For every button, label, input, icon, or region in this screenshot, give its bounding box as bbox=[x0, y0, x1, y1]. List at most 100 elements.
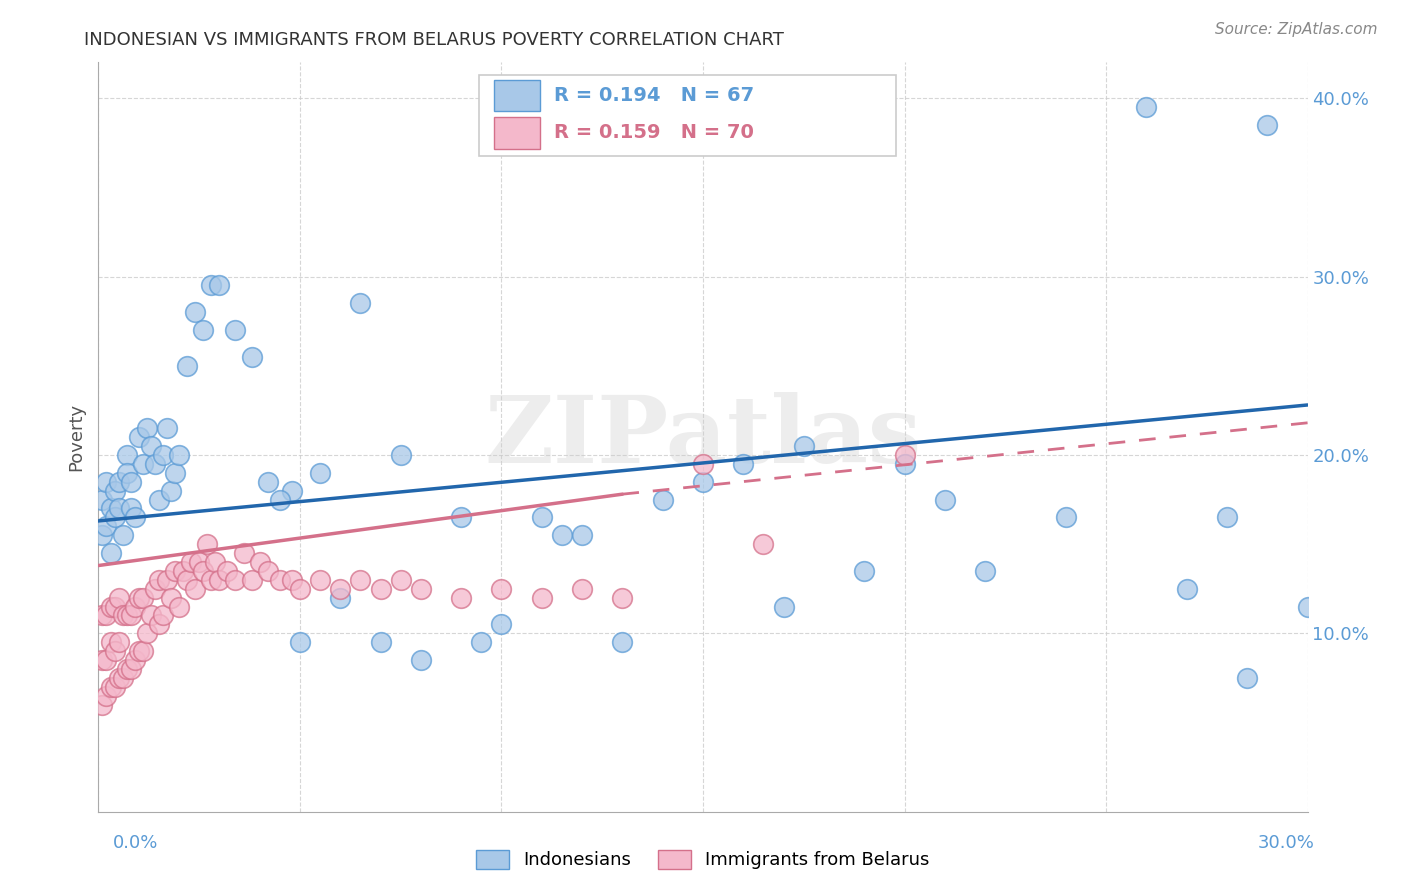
Point bbox=[208, 278, 231, 293]
Point bbox=[224, 573, 246, 587]
Point bbox=[143, 582, 166, 596]
Point bbox=[103, 510, 125, 524]
Point bbox=[204, 555, 226, 569]
Point bbox=[107, 475, 129, 489]
Point bbox=[124, 599, 146, 614]
Point bbox=[107, 591, 129, 605]
Point bbox=[124, 510, 146, 524]
Point bbox=[1256, 118, 1278, 132]
Legend: Indonesians, Immigrants from Belarus: Indonesians, Immigrants from Belarus bbox=[467, 841, 939, 879]
Point bbox=[160, 483, 183, 498]
Point bbox=[1216, 510, 1239, 524]
Text: ZIPatlas: ZIPatlas bbox=[485, 392, 921, 482]
Point bbox=[1175, 582, 1198, 596]
Point bbox=[184, 305, 207, 319]
Point bbox=[269, 492, 291, 507]
Point bbox=[217, 564, 239, 578]
Point bbox=[156, 421, 179, 435]
Point bbox=[309, 573, 332, 587]
Point bbox=[176, 359, 198, 373]
Point bbox=[571, 582, 593, 596]
Point bbox=[100, 599, 122, 614]
Point bbox=[100, 501, 122, 516]
Point bbox=[184, 582, 207, 596]
Point bbox=[176, 573, 198, 587]
Point bbox=[163, 564, 186, 578]
Point bbox=[530, 591, 553, 605]
Point bbox=[288, 635, 311, 649]
Point bbox=[530, 510, 553, 524]
Point bbox=[793, 439, 815, 453]
Point bbox=[96, 689, 118, 703]
Point bbox=[450, 510, 472, 524]
Point bbox=[232, 546, 254, 560]
Point bbox=[188, 555, 211, 569]
Point bbox=[120, 475, 142, 489]
Point bbox=[96, 653, 118, 667]
Point bbox=[139, 439, 162, 453]
Point bbox=[551, 528, 574, 542]
Text: Source: ZipAtlas.com: Source: ZipAtlas.com bbox=[1215, 22, 1378, 37]
Point bbox=[115, 448, 138, 462]
Point bbox=[249, 555, 271, 569]
Point bbox=[100, 635, 122, 649]
Point bbox=[450, 591, 472, 605]
Point bbox=[148, 492, 170, 507]
Point bbox=[167, 599, 190, 614]
Point bbox=[893, 457, 915, 471]
Point bbox=[893, 448, 915, 462]
Point bbox=[132, 644, 155, 658]
Point bbox=[281, 483, 304, 498]
Point bbox=[240, 350, 263, 364]
Point bbox=[152, 448, 174, 462]
Point bbox=[120, 662, 142, 676]
Point bbox=[152, 608, 174, 623]
Point bbox=[107, 671, 129, 685]
Text: R = 0.194   N = 67: R = 0.194 N = 67 bbox=[554, 86, 755, 105]
Point bbox=[111, 671, 134, 685]
Point bbox=[103, 599, 125, 614]
Point bbox=[571, 528, 593, 542]
Point bbox=[96, 519, 118, 533]
Point bbox=[148, 573, 170, 587]
Point bbox=[752, 537, 775, 551]
Point bbox=[288, 582, 311, 596]
Point bbox=[115, 466, 138, 480]
Point bbox=[256, 564, 278, 578]
Point bbox=[491, 617, 513, 632]
Point bbox=[107, 635, 129, 649]
Point bbox=[269, 573, 291, 587]
Point bbox=[128, 591, 150, 605]
Point bbox=[370, 635, 392, 649]
Text: 30.0%: 30.0% bbox=[1258, 834, 1315, 852]
Point bbox=[160, 591, 183, 605]
Point bbox=[91, 528, 114, 542]
Point bbox=[470, 635, 492, 649]
Point bbox=[389, 573, 412, 587]
Point bbox=[1236, 671, 1258, 685]
Point bbox=[91, 653, 114, 667]
Point bbox=[96, 475, 118, 489]
Point bbox=[974, 564, 997, 578]
Point bbox=[200, 573, 222, 587]
Point bbox=[853, 564, 876, 578]
Point bbox=[1054, 510, 1077, 524]
Point bbox=[692, 475, 714, 489]
Point bbox=[491, 582, 513, 596]
Point bbox=[349, 296, 371, 310]
Point bbox=[409, 653, 432, 667]
Point bbox=[224, 323, 246, 337]
Point bbox=[195, 537, 218, 551]
Point bbox=[156, 573, 179, 587]
Point bbox=[349, 573, 371, 587]
Point bbox=[91, 492, 114, 507]
Text: 0.0%: 0.0% bbox=[112, 834, 157, 852]
Point bbox=[208, 573, 231, 587]
Point bbox=[135, 626, 157, 640]
Point bbox=[103, 680, 125, 694]
Point bbox=[124, 653, 146, 667]
Point bbox=[651, 492, 673, 507]
Point bbox=[111, 528, 134, 542]
Point bbox=[329, 582, 352, 596]
Point bbox=[132, 457, 155, 471]
